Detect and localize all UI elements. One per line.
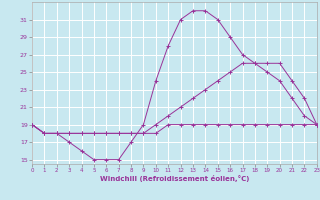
X-axis label: Windchill (Refroidissement éolien,°C): Windchill (Refroidissement éolien,°C) [100, 175, 249, 182]
